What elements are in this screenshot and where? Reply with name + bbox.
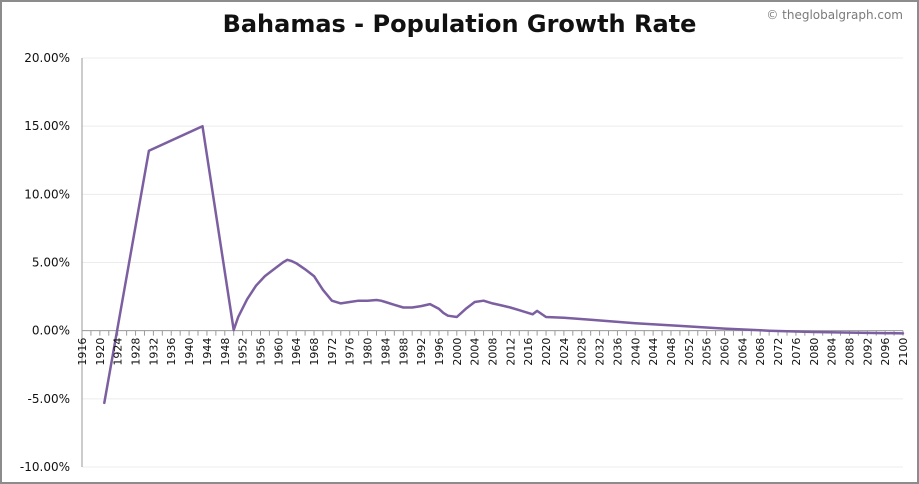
y-tick-label: 5.00% [32,256,70,270]
x-tick-label: 2080 [808,338,821,366]
y-tick-label: 15.00% [24,119,70,133]
x-tick-label: 1924 [112,338,125,366]
x-tick-label: 2036 [611,338,624,366]
x-tick-label: 1980 [362,338,375,366]
x-tick-label: 2072 [772,338,785,366]
y-tick-label: -10.00% [20,460,70,474]
x-tick-label: 2008 [487,338,500,366]
x-tick-label: 1928 [130,338,143,366]
x-tick-label: 2064 [736,338,749,366]
series-layer [103,124,905,405]
x-tick-label: 1972 [326,338,339,366]
x-tick-label: 1940 [183,338,196,366]
x-tick-label: 1952 [237,338,250,366]
x-tick-label: 2060 [719,338,732,366]
x-tick-label: 1996 [433,338,446,366]
x-tick-label: 2056 [701,338,714,366]
x-tick-label: 1964 [290,338,303,366]
series-line [103,124,905,405]
x-tick-label: 1936 [165,338,178,366]
y-tick-label: 0.00% [32,324,70,338]
x-tick-label: 2092 [861,338,874,366]
x-tick-label: 1976 [344,338,357,366]
x-tick-label: 1992 [415,338,428,366]
x-tick-label: 2044 [647,338,660,366]
x-tick-label: 1984 [379,338,392,366]
x-tick-label: 2028 [576,338,589,366]
x-tick-label: 2012 [504,338,517,366]
x-tick-label: 2032 [594,338,607,366]
x-tick-label: 2088 [843,338,856,366]
x-tick-label: 2020 [540,338,553,366]
x-tick-label: 2048 [665,338,678,366]
x-tick-label: 1956 [254,338,267,366]
y-tick-label: 10.00% [24,187,70,201]
grid-lines [82,57,903,468]
x-tick-label: 2084 [826,338,839,366]
x-tick-label: 2100 [897,338,910,366]
x-tick-label: 2040 [629,338,642,366]
watermark-text: © theglobalgraph.com [766,8,903,22]
x-tick-label: 1932 [147,338,160,366]
x-tick-label: 2016 [522,338,535,366]
tick-labels: -10.00% -5.00% 0.00% 5.00% 10.00% 15.00% 20.00… [20,51,910,474]
y-tick-label: -5.00% [28,392,70,406]
x-tick-label: 1916 [76,338,89,366]
x-tick-label: 2000 [451,338,464,366]
x-tick-label: 1968 [308,338,321,366]
x-tick-label: 1988 [397,338,410,366]
x-tick-label: 2024 [558,338,571,366]
x-tick-label: 1960 [272,338,285,366]
chart-title: Bahamas - Population Growth Rate [222,10,697,38]
x-tick-label: 2052 [683,338,696,366]
x-tick-label: 2096 [879,338,892,366]
x-tick-label: 2076 [790,338,803,366]
x-tick-label: 1944 [201,338,214,366]
x-tick-label: 2004 [469,338,482,366]
x-tick-label: 1920 [94,338,107,366]
x-tick-label: 2068 [754,338,767,366]
x-tick-label: 1948 [219,338,232,366]
y-tick-label: 20.00% [24,51,70,65]
